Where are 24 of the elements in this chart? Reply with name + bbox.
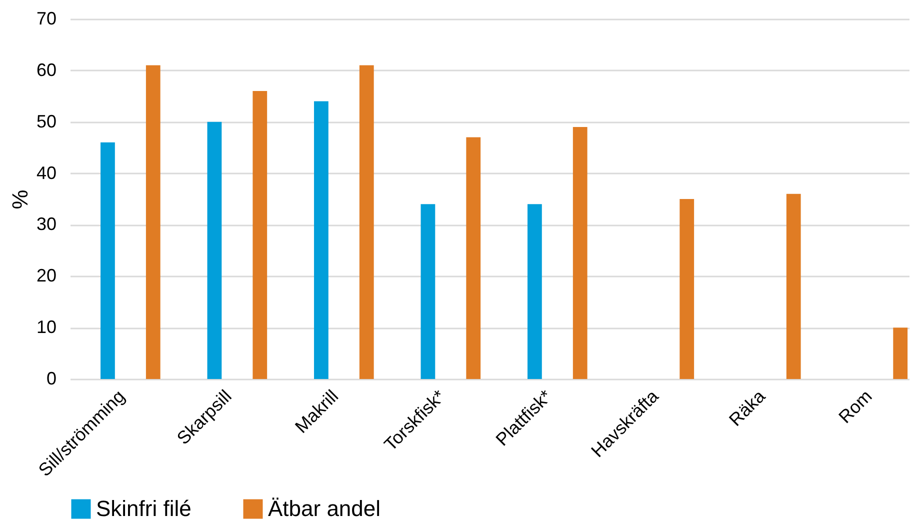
bar	[252, 91, 268, 379]
bar	[572, 127, 588, 379]
bar	[466, 137, 481, 379]
bar	[100, 142, 115, 379]
bar	[786, 194, 801, 379]
y-tick-label: 40	[36, 162, 56, 183]
bar	[146, 65, 160, 379]
y-tick-label: 70	[36, 8, 56, 28]
legend-label: Skinfri filé	[96, 496, 192, 521]
bar	[207, 122, 222, 379]
bar	[680, 199, 694, 379]
bar	[359, 65, 374, 379]
bar	[528, 204, 542, 379]
bar	[314, 101, 328, 379]
bar	[420, 204, 436, 379]
legend-label: Ätbar andel	[268, 496, 381, 521]
y-axis-title: %	[7, 190, 32, 210]
y-tick-label: 50	[36, 111, 56, 132]
y-tick-label: 0	[46, 368, 56, 388]
y-tick-label: 20	[36, 266, 56, 286]
y-tick-label: 60	[36, 60, 56, 80]
bar	[893, 328, 908, 379]
y-tick-label: 30	[36, 214, 56, 234]
y-tick-label: 10	[36, 317, 56, 338]
